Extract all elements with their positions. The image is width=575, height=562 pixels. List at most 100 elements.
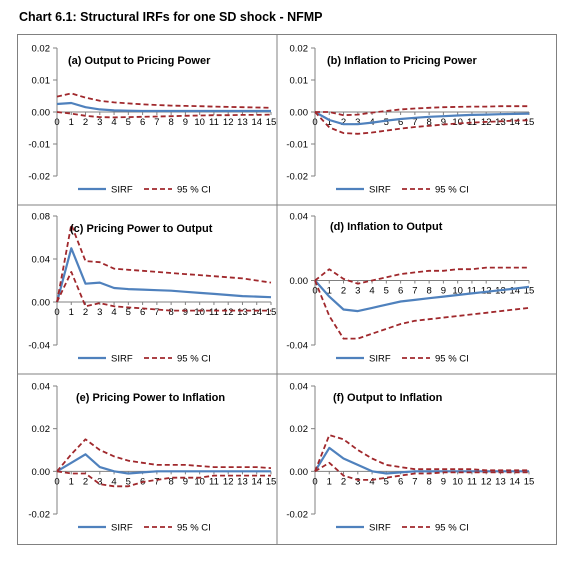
x-tick-label: 15 — [266, 476, 277, 487]
x-tick-label: 3 — [355, 476, 360, 487]
x-tick-label: 2 — [341, 117, 346, 128]
legend-label-sirf: SIRF — [111, 185, 133, 196]
x-tick-label: 15 — [524, 476, 535, 487]
series-line-ci-upper — [56, 438, 272, 472]
x-tick-label: 10 — [452, 117, 463, 128]
x-tick-label: 3 — [355, 286, 360, 297]
x-tick-label: 6 — [140, 307, 145, 318]
series-line-ci-lower — [56, 111, 272, 119]
y-tick-label: 0.01 — [290, 76, 309, 87]
y-tick-label: -0.02 — [286, 510, 308, 521]
x-tick-label: 11 — [209, 307, 219, 318]
x-tick-label: 9 — [441, 476, 446, 487]
series-line-ci-upper — [56, 92, 272, 109]
y-tick-label: -0.02 — [286, 172, 308, 183]
x-tick-label: 1 — [327, 117, 332, 128]
x-tick-label: 4 — [111, 307, 116, 318]
x-tick-label: 14 — [509, 286, 520, 297]
legend-label-ci: 95 % CI — [177, 354, 211, 365]
series-line-ci-lower — [314, 280, 530, 340]
x-tick-label: 8 — [426, 117, 431, 128]
x-tick-label: 7 — [154, 117, 159, 128]
x-tick-label: 1 — [69, 476, 74, 487]
x-tick-label: 9 — [441, 286, 446, 297]
x-tick-label: 5 — [126, 476, 131, 487]
x-tick-label: 12 — [223, 476, 234, 487]
series-line-sirf — [314, 279, 530, 313]
x-tick-label: 8 — [426, 286, 431, 297]
x-tick-label: 4 — [369, 286, 374, 297]
y-tick-label: 0.00 — [32, 467, 51, 478]
x-tick-label: 12 — [223, 307, 234, 318]
x-tick-label: 2 — [341, 476, 346, 487]
x-tick-label: 15 — [524, 117, 535, 128]
x-tick-label: 15 — [266, 307, 277, 318]
x-tick-label: 6 — [398, 117, 403, 128]
x-tick-label: 14 — [509, 476, 520, 487]
x-tick-label: 10 — [194, 307, 205, 318]
x-tick-label: 1 — [69, 117, 74, 128]
x-tick-label: 7 — [412, 476, 417, 487]
x-tick-label: 1 — [69, 307, 74, 318]
y-tick-label: -0.02 — [28, 172, 50, 183]
y-tick-label: 0.04 — [290, 382, 309, 393]
y-tick-label: -0.02 — [28, 510, 50, 521]
x-tick-label: 5 — [384, 117, 389, 128]
x-tick-label: 10 — [452, 286, 463, 297]
y-tick-label: -0.04 — [286, 341, 308, 352]
y-tick-label: 0.02 — [32, 44, 51, 55]
x-tick-label: 5 — [384, 286, 389, 297]
x-tick-label: 2 — [83, 307, 88, 318]
legend-label-ci: 95 % CI — [435, 354, 469, 365]
panel-title: (f) Output to Inflation — [333, 392, 443, 404]
y-tick-label: 0.08 — [32, 212, 51, 223]
series-line-sirf — [314, 111, 530, 126]
y-tick-label: 0.00 — [290, 108, 309, 119]
y-tick-label: 0.02 — [290, 424, 309, 435]
x-tick-label: 11 — [467, 286, 477, 297]
legend-label-ci: 95 % CI — [177, 185, 211, 196]
series-line-ci-lower — [314, 111, 530, 135]
x-tick-label: 1 — [327, 476, 332, 487]
x-tick-label: 10 — [194, 117, 205, 128]
x-tick-label: 4 — [111, 476, 116, 487]
x-tick-label: 0 — [54, 307, 59, 318]
legend-label-sirf: SIRF — [369, 354, 391, 365]
x-tick-label: 5 — [126, 117, 131, 128]
x-tick-label: 1 — [327, 286, 332, 297]
x-tick-label: 4 — [369, 476, 374, 487]
x-tick-label: 2 — [341, 286, 346, 297]
y-tick-label: -0.01 — [28, 140, 50, 151]
x-tick-label: 14 — [251, 117, 262, 128]
y-tick-label: 0.00 — [290, 467, 309, 478]
x-tick-label: 3 — [97, 307, 102, 318]
y-tick-label: 0.02 — [290, 44, 309, 55]
x-tick-label: 8 — [168, 117, 173, 128]
y-tick-label: 0.02 — [32, 424, 51, 435]
chart-title: Chart 6.1: Structural IRFs for one SD sh… — [19, 10, 323, 24]
x-tick-label: 9 — [183, 307, 188, 318]
series-line-sirf — [55, 247, 272, 303]
x-tick-label: 13 — [495, 117, 506, 128]
panel-title: (b) Inflation to Pricing Power — [327, 55, 477, 67]
y-tick-label: 0.00 — [32, 108, 51, 119]
y-tick-label: 0.00 — [290, 276, 309, 287]
x-tick-label: 11 — [209, 117, 219, 128]
x-tick-label: 2 — [83, 117, 88, 128]
panel-title: (e) Pricing Power to Inflation — [76, 392, 225, 404]
y-tick-label: -0.01 — [286, 140, 308, 151]
y-tick-label: -0.04 — [28, 341, 50, 352]
y-tick-label: 0.04 — [290, 212, 309, 223]
legend-label-sirf: SIRF — [111, 354, 133, 365]
x-tick-label: 6 — [398, 286, 403, 297]
series-line-ci-upper — [315, 105, 529, 117]
x-tick-label: 7 — [412, 117, 417, 128]
x-tick-label: 12 — [481, 476, 492, 487]
panel-e: 0.040.020.00-0.020 1 2 3 4 5 6 7 8 9 10 11 12 13 14 15(… — [28, 382, 276, 534]
legend-label-ci: 95 % CI — [177, 523, 211, 534]
legend-label-ci: 95 % CI — [435, 523, 469, 534]
series-line-sirf — [56, 101, 271, 113]
x-tick-label: 8 — [426, 476, 431, 487]
x-tick-label: 9 — [441, 117, 446, 128]
